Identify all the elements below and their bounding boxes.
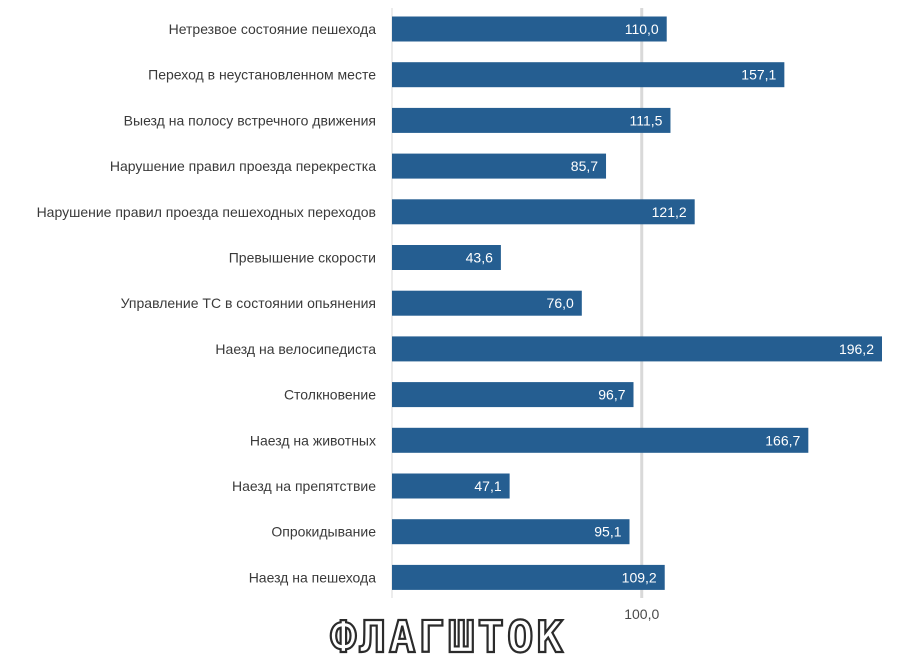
bar bbox=[392, 107, 671, 133]
bar bbox=[392, 16, 667, 42]
bar bbox=[392, 153, 607, 179]
category-label: Наезд на препятствие bbox=[232, 478, 376, 494]
value-label: 96,7 bbox=[598, 387, 625, 403]
value-label: 111,5 bbox=[629, 112, 662, 128]
bar bbox=[392, 473, 510, 499]
bar bbox=[392, 564, 665, 590]
value-label: 47,1 bbox=[474, 478, 501, 494]
bar bbox=[392, 62, 785, 88]
bars-group: Нетрезвое состояние пешехода 110,0 Переход… bbox=[37, 16, 882, 590]
bar bbox=[392, 382, 634, 408]
value-label: 95,1 bbox=[594, 524, 621, 540]
bar bbox=[392, 290, 582, 316]
bar bbox=[392, 336, 882, 362]
category-label: Наезд на пешехода bbox=[249, 569, 377, 585]
category-label: Переход в неустановленном месте bbox=[148, 67, 376, 83]
value-label: 85,7 bbox=[571, 158, 598, 174]
value-label: 166,7 bbox=[765, 432, 800, 448]
bar bbox=[392, 519, 630, 545]
category-label: Нарушение правил проезда перекрестка bbox=[110, 158, 376, 174]
value-label: 196,2 bbox=[839, 341, 874, 357]
category-label: Столкновение bbox=[284, 387, 376, 403]
value-label: 43,6 bbox=[466, 250, 493, 266]
value-label: 157,1 bbox=[741, 67, 776, 83]
category-label: Нетрезвое состояние пешехода bbox=[169, 21, 377, 37]
category-label: Опрокидывание bbox=[271, 524, 376, 540]
watermark-logo: ФЛАГШТОК bbox=[330, 612, 566, 663]
bar bbox=[392, 245, 501, 270]
reference-line-label: 100,0 bbox=[624, 606, 659, 622]
value-label: 109,2 bbox=[622, 569, 657, 585]
category-label: Управление ТС в состоянии опьянения bbox=[121, 295, 376, 311]
category-label: Выезд на полосу встречного движения bbox=[124, 112, 376, 128]
category-label: Наезд на велосипедиста bbox=[215, 341, 376, 357]
bar bbox=[392, 199, 695, 225]
category-label: Превышение скорости bbox=[229, 250, 376, 266]
value-label: 76,0 bbox=[547, 295, 574, 311]
value-label: 110,0 bbox=[625, 21, 659, 37]
category-label: Наезд на животных bbox=[250, 432, 376, 448]
bar bbox=[392, 427, 809, 453]
category-label: Нарушение правил проезда пешеходных пере… bbox=[37, 204, 376, 220]
value-label: 121,2 bbox=[652, 204, 687, 220]
